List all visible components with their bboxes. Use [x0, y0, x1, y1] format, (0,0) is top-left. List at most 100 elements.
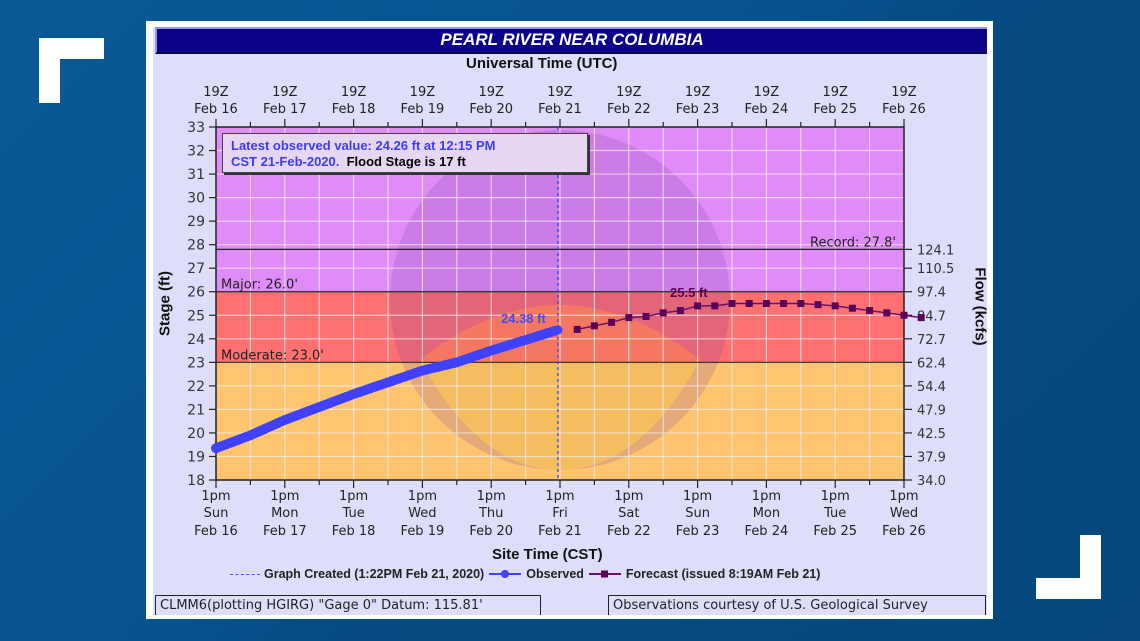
svg-text:Feb 16: Feb 16	[194, 102, 238, 117]
graph-created-dash-icon	[230, 573, 260, 575]
svg-text:31: 31	[187, 167, 205, 183]
svg-text:Sun: Sun	[685, 506, 710, 521]
svg-text:19Z: 19Z	[547, 85, 573, 100]
svg-text:28: 28	[187, 238, 205, 254]
svg-text:Record: 27.8': Record: 27.8'	[810, 235, 896, 250]
svg-text:30: 30	[187, 191, 205, 207]
svg-text:34.0: 34.0	[917, 474, 946, 489]
svg-text:1pm: 1pm	[545, 489, 574, 504]
forecast-marker-icon	[588, 570, 621, 578]
legend: Graph Created (1:22PM Feb 21, 2020) Obse…	[230, 567, 820, 581]
svg-text:1pm: 1pm	[614, 489, 643, 504]
svg-text:Mon: Mon	[271, 506, 298, 521]
svg-text:97.4: 97.4	[917, 286, 946, 301]
svg-text:19Z: 19Z	[203, 85, 229, 100]
info-line-2-date: CST 21-Feb-2020.	[231, 154, 340, 169]
bottom-axis-title: Site Time (CST)	[492, 546, 603, 563]
svg-text:54.4: 54.4	[917, 380, 946, 395]
svg-text:1pm: 1pm	[339, 489, 368, 504]
svg-text:Feb 20: Feb 20	[469, 524, 513, 539]
info-line-1: Latest observed value: 24.26 ft at 12:15…	[231, 138, 496, 153]
svg-text:25: 25	[187, 308, 205, 324]
svg-text:62.4: 62.4	[917, 356, 946, 371]
latest-observed-info-box: Latest observed value: 24.26 ft at 12:15…	[222, 133, 588, 173]
svg-text:Feb 19: Feb 19	[401, 102, 445, 117]
svg-text:Wed: Wed	[408, 506, 436, 521]
svg-text:Major: 26.0': Major: 26.0'	[221, 278, 298, 293]
svg-text:32: 32	[187, 144, 205, 160]
svg-text:Fri: Fri	[552, 506, 568, 521]
usgs-credit-box: Observations courtesy of U.S. Geological…	[608, 595, 986, 615]
top-axis-title: Universal Time (UTC)	[466, 55, 618, 72]
svg-text:19Z: 19Z	[410, 85, 436, 100]
svg-text:1pm: 1pm	[821, 489, 850, 504]
svg-text:42.5: 42.5	[917, 427, 946, 442]
svg-text:24: 24	[187, 332, 205, 348]
svg-text:1pm: 1pm	[270, 489, 299, 504]
svg-text:Feb 18: Feb 18	[332, 102, 376, 117]
forecast-peak-label: 25.5 ft	[670, 285, 708, 300]
svg-text:Wed: Wed	[890, 506, 918, 521]
svg-text:19Z: 19Z	[272, 85, 298, 100]
legend-observed: Observed	[526, 567, 584, 581]
flood-stage-text: Flood Stage is 17 ft	[346, 154, 466, 169]
svg-text:27: 27	[187, 261, 205, 277]
svg-text:19: 19	[187, 449, 205, 465]
svg-text:Feb 22: Feb 22	[607, 524, 651, 539]
svg-text:19Z: 19Z	[891, 85, 917, 100]
svg-text:18: 18	[187, 473, 205, 489]
svg-text:1pm: 1pm	[201, 489, 230, 504]
svg-text:Tue: Tue	[341, 506, 364, 521]
observed-marker-icon	[489, 570, 522, 578]
svg-text:Feb 24: Feb 24	[745, 524, 789, 539]
svg-text:Feb 26: Feb 26	[882, 524, 926, 539]
svg-text:21: 21	[187, 402, 205, 418]
chart-title: PEARL RIVER NEAR COLUMBIA	[155, 27, 987, 54]
svg-text:22: 22	[187, 379, 205, 395]
svg-text:19Z: 19Z	[754, 85, 780, 100]
observed-peak-label: 24.38 ft	[501, 311, 546, 326]
svg-text:Feb 21: Feb 21	[538, 524, 582, 539]
svg-text:Feb 19: Feb 19	[401, 524, 445, 539]
svg-text:Feb 24: Feb 24	[745, 102, 789, 117]
svg-text:Feb 21: Feb 21	[538, 102, 582, 117]
svg-text:19Z: 19Z	[478, 85, 504, 100]
svg-text:124.1: 124.1	[917, 243, 954, 258]
gage-datum-box: CLMM6(plotting HGIRG) "Gage 0" Datum: 11…	[155, 595, 541, 615]
svg-text:Feb 16: Feb 16	[194, 524, 238, 539]
svg-text:Feb 17: Feb 17	[263, 102, 307, 117]
corner-bracket-bottom-right-v	[1080, 535, 1101, 599]
svg-text:29: 29	[187, 214, 205, 230]
svg-text:1pm: 1pm	[752, 489, 781, 504]
svg-text:Feb 23: Feb 23	[676, 524, 720, 539]
corner-bracket-top-left-v	[39, 38, 60, 103]
svg-text:1pm: 1pm	[889, 489, 918, 504]
svg-text:110.5: 110.5	[917, 262, 954, 277]
svg-text:Mon: Mon	[753, 506, 780, 521]
svg-text:Feb 25: Feb 25	[813, 102, 857, 117]
svg-text:Feb 25: Feb 25	[813, 524, 857, 539]
svg-text:Tue: Tue	[823, 506, 846, 521]
svg-text:1pm: 1pm	[683, 489, 712, 504]
svg-text:Feb 22: Feb 22	[607, 102, 651, 117]
svg-text:20: 20	[187, 426, 205, 442]
svg-text:19Z: 19Z	[822, 85, 848, 100]
svg-text:Sun: Sun	[204, 506, 229, 521]
svg-text:Feb 23: Feb 23	[676, 102, 720, 117]
svg-text:Feb 17: Feb 17	[263, 524, 307, 539]
svg-text:23: 23	[187, 355, 205, 371]
svg-text:72.7: 72.7	[917, 333, 946, 348]
svg-text:37.9: 37.9	[917, 450, 946, 465]
svg-text:26: 26	[187, 285, 205, 301]
svg-text:Feb 20: Feb 20	[469, 102, 513, 117]
svg-text:Feb 18: Feb 18	[332, 524, 376, 539]
svg-text:47.9: 47.9	[917, 403, 946, 418]
svg-text:19Z: 19Z	[616, 85, 642, 100]
svg-text:Thu: Thu	[478, 506, 503, 521]
svg-text:19Z: 19Z	[341, 85, 367, 100]
svg-text:Moderate: 23.0': Moderate: 23.0'	[221, 348, 324, 363]
svg-text:33: 33	[187, 120, 205, 136]
svg-text:Feb 26: Feb 26	[882, 102, 926, 117]
svg-text:1pm: 1pm	[477, 489, 506, 504]
